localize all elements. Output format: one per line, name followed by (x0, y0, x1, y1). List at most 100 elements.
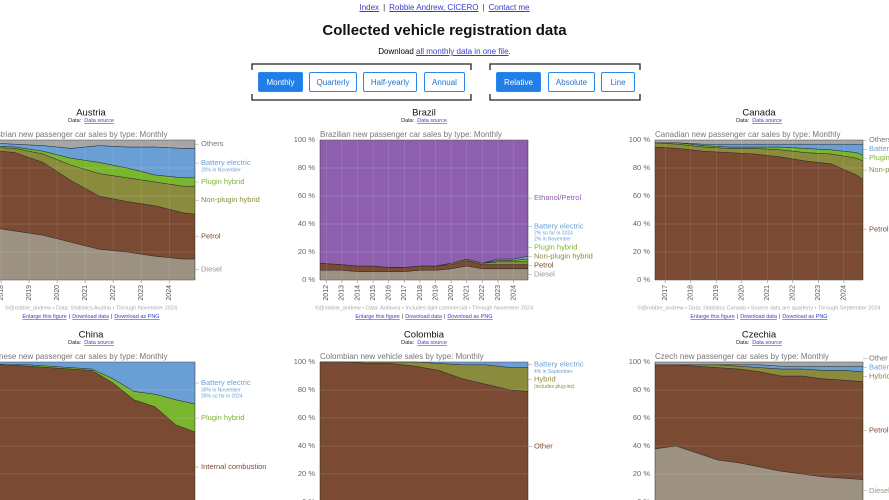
series-label: Ethanol/Petrol (534, 193, 581, 202)
frequency-bracket (251, 63, 472, 101)
x-tick-label: 2015 (370, 285, 377, 301)
data-line: Data: Data source (401, 118, 447, 124)
area-series (0, 361, 196, 405)
y-tick-label: 20 % (633, 247, 650, 256)
data-line: Data: Data source (401, 340, 447, 346)
view-button[interactable]: Relative (496, 72, 541, 92)
frequency-button[interactable]: Quarterly (309, 72, 357, 92)
nav-link[interactable]: Contact me (488, 3, 530, 12)
series-label: Diesel (201, 264, 222, 273)
data-prefix: Data: (68, 340, 82, 346)
x-tick-label: 2024 (841, 285, 848, 301)
y-tick-label: 100 % (294, 135, 316, 144)
series-label: Battery electric (534, 359, 584, 368)
data-line: Data: Data source (736, 118, 782, 124)
frequency-button[interactable]: Annual (424, 72, 465, 92)
area-series (319, 139, 529, 268)
area-series (320, 361, 529, 368)
data-source-link[interactable]: Data source (752, 340, 782, 346)
series-label: Plugin hybrid (869, 153, 889, 162)
data-source-link[interactable]: Data source (417, 118, 447, 124)
figure-links: Enlarge this figure | Download data | Downlo… (355, 314, 492, 320)
download-line: Download all monthly data in one file. (0, 47, 889, 56)
nav-link[interactable]: Robbie Andrew, CICERO (389, 3, 479, 12)
figure-link[interactable]: Download data (72, 314, 110, 320)
area-series (654, 361, 864, 367)
series-label: Non-plugin hybrid (869, 165, 889, 174)
area-series (0, 139, 196, 149)
x-tick-label: 2012 (323, 285, 330, 301)
country-title: Brazil (412, 108, 436, 119)
series-label: Others (869, 135, 889, 144)
figure-links: Enlarge this figure | Download data | Downlo… (690, 314, 827, 320)
data-line: Data: Data source (736, 340, 782, 346)
y-tick-label: 0 % (637, 275, 650, 284)
series-label: Petrol (201, 232, 221, 241)
y-tick-label: 0 % (302, 275, 315, 284)
nav-link[interactable]: Index (359, 3, 380, 12)
frequency-button[interactable]: Monthly (258, 72, 303, 92)
x-tick-label: 2016 (386, 285, 393, 301)
series-label: Battery electric (534, 221, 584, 230)
data-source-link[interactable]: Data source (752, 118, 782, 124)
y-tick-label: 100 % (629, 135, 651, 144)
data-prefix: Data: (736, 340, 750, 346)
series-label: Petrol (869, 426, 889, 435)
y-tick-label: 20 % (298, 469, 315, 478)
frequency-button[interactable]: Half-yearly (363, 72, 417, 92)
data-source-link[interactable]: Data source (84, 118, 114, 124)
download-text: Download (378, 47, 414, 56)
chart-subtitle: Chinese new passenger car sales by type:… (0, 352, 168, 361)
figure-links: Enlarge this figure | Download data | Downlo… (22, 314, 159, 320)
series-label: Battery electric (201, 378, 251, 387)
figure-link[interactable]: Download data (405, 314, 443, 320)
x-tick-label: 2023 (815, 285, 822, 301)
download-link[interactable]: all monthly data in one file (416, 47, 509, 56)
nav: Index | Robbie Andrew, CICERO | Contact me (0, 3, 889, 12)
download-suffix: . (508, 47, 511, 56)
figure-link[interactable]: Download as PNG (447, 314, 492, 320)
series-note: 30% in November (201, 387, 241, 393)
series-label: Petrol (534, 260, 554, 269)
x-tick-label: 2022 (110, 285, 117, 301)
area-series (654, 146, 864, 281)
country-title: Colombia (404, 330, 445, 341)
x-tick-label: 2020 (448, 285, 455, 301)
chart-subtitle: Canadian new passenger car sales by type… (655, 130, 840, 139)
data-prefix: Data: (401, 118, 415, 124)
figure-link[interactable]: Enlarge this figure (690, 314, 734, 320)
country-title: Czechia (742, 330, 777, 341)
view-button[interactable]: Absolute (548, 72, 595, 92)
series-label: Others (201, 139, 224, 148)
data-source-link[interactable]: Data source (84, 340, 114, 346)
x-tick-label: 2019 (432, 285, 439, 301)
figure-link[interactable]: Download data (740, 314, 778, 320)
x-tick-label: 2021 (464, 285, 471, 301)
series-label: Plugin hybrid (201, 177, 244, 186)
y-tick-label: 80 % (298, 163, 315, 172)
series-label: Non-plugin hybrid (534, 251, 593, 260)
figure-link[interactable]: Download as PNG (782, 314, 827, 320)
x-tick-label: 2019 (713, 285, 720, 301)
view-button[interactable]: Line (601, 72, 635, 92)
x-tick-label: 2014 (354, 285, 361, 301)
figure-link[interactable]: Enlarge this figure (355, 314, 399, 320)
country-title: China (79, 330, 105, 341)
series-note: 2% in November (534, 237, 571, 243)
data-prefix: Data: (68, 118, 82, 124)
figure-link[interactable]: Enlarge this figure (22, 314, 66, 320)
x-tick-label: 2018 (688, 285, 695, 301)
chart-subtitle: Brazilian new passenger car sales by typ… (320, 130, 502, 139)
chart-subtitle: Czech new passenger car sales by type: M… (655, 352, 829, 361)
series-label: Battery electric (869, 363, 889, 372)
series-label: Diesel (869, 486, 889, 495)
data-source-link[interactable]: Data source (417, 340, 447, 346)
x-tick-label: 2023 (495, 285, 502, 301)
figure-link[interactable]: Download as PNG (114, 314, 159, 320)
series-note: (includes plug-ins) (534, 384, 575, 390)
